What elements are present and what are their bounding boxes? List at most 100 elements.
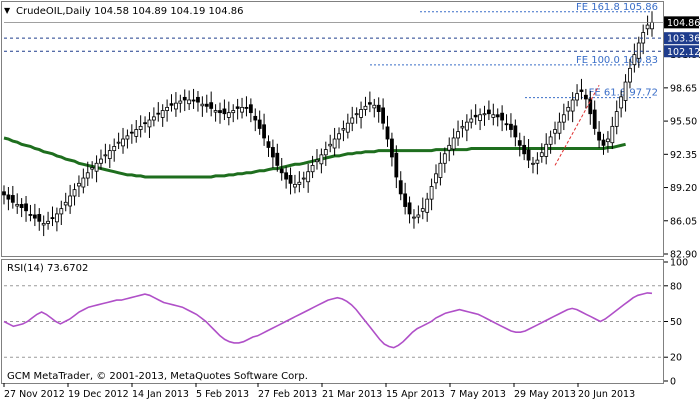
- candle: [90, 161, 95, 179]
- candle: [645, 15, 650, 36]
- candle: [160, 104, 165, 127]
- fibonacci-levels: FE 161.8 105.86 FE 100.0 100.83 FE 61.8 97…: [370, 2, 658, 99]
- candle: [398, 171, 403, 201]
- time-axis-labels: 27 Nov 2012 19 Dec 2012 14 Jan 2013 5 Feb 2…: [3, 383, 635, 400]
- candle: [244, 96, 249, 117]
- candle: [535, 152, 540, 175]
- candle: [24, 195, 28, 222]
- candle: [306, 163, 311, 193]
- candle: [579, 78, 584, 100]
- candle: [46, 211, 50, 230]
- candle: [169, 94, 174, 112]
- candle: [174, 92, 178, 117]
- candle: [182, 89, 187, 112]
- price-axis-label: 95.50: [670, 117, 697, 128]
- candle: [420, 197, 425, 220]
- candle: [107, 144, 112, 169]
- candle: [623, 74, 628, 112]
- candle: [597, 121, 602, 148]
- candle: [147, 112, 152, 138]
- candle: [288, 167, 293, 195]
- candle: [478, 108, 482, 131]
- symbol-dropdown-arrow[interactable]: ▼: [4, 6, 11, 15]
- candle: [191, 88, 196, 109]
- price-tag-label: 103.36: [667, 34, 700, 45]
- price-axis-label: 98.65: [670, 83, 697, 94]
- rsi-level-lines: [4, 285, 662, 358]
- candle: [522, 135, 527, 161]
- current-price-label: 104.86: [667, 18, 700, 29]
- candle: [226, 101, 231, 126]
- candle: [165, 99, 170, 122]
- candle: [500, 105, 505, 132]
- price-tag-label: 102.12: [667, 47, 700, 58]
- candle: [372, 98, 377, 118]
- time-axis-label: 14 Jan 2013: [132, 389, 189, 400]
- candle: [332, 127, 337, 156]
- price-tag-box: [664, 32, 699, 45]
- rsi-label: RSI(14) 73.6702: [7, 263, 88, 274]
- candle: [319, 148, 324, 174]
- candle: [151, 107, 156, 127]
- price-axis-label: 82.90: [670, 250, 697, 261]
- candle: [350, 106, 355, 132]
- candle: [381, 98, 386, 130]
- candle: [178, 94, 183, 113]
- candle: [129, 124, 134, 144]
- candle: [636, 36, 641, 68]
- candle: [632, 43, 637, 73]
- candle: [544, 133, 549, 165]
- candle: [156, 102, 161, 122]
- candle: [103, 143, 108, 164]
- rsi-axis-label: 20: [670, 353, 682, 364]
- candle: [19, 198, 24, 218]
- trend-line-group: [554, 84, 600, 166]
- candle: [416, 205, 421, 224]
- candle: [266, 135, 271, 157]
- candle: [509, 113, 513, 138]
- candle: [200, 96, 205, 117]
- time-axis-label: 21 Mar 2013: [322, 389, 382, 400]
- candle: [112, 138, 117, 162]
- candle: [235, 98, 240, 120]
- candle: [99, 149, 103, 170]
- candle: [116, 132, 121, 150]
- candle: [464, 114, 469, 142]
- candle: [187, 90, 192, 111]
- candle: [451, 128, 456, 156]
- footer-copyright: GCM MetaTrader, © 2001-2013, MetaQuotes …: [7, 371, 308, 382]
- candle: [486, 100, 491, 121]
- candle: [376, 97, 381, 123]
- rsi-axis-labels: 100 80 50 20 0: [664, 258, 688, 388]
- candle: [143, 116, 147, 133]
- candle: [262, 113, 266, 146]
- time-axis-label: 7 May 2013: [450, 389, 506, 400]
- candle: [447, 137, 452, 162]
- candle: [310, 155, 315, 179]
- fibonacci-level-label: FE 161.8 105.86: [576, 2, 658, 13]
- candle: [610, 116, 615, 150]
- candle: [425, 192, 430, 222]
- fibonacci-level-label: FE 100.0 100.83: [576, 55, 658, 66]
- candle: [583, 88, 588, 109]
- candle: [570, 92, 575, 123]
- candle: [138, 115, 143, 138]
- candle: [614, 100, 619, 135]
- candle: [222, 99, 227, 121]
- rsi-line-group: [3, 292, 653, 349]
- candle: [240, 97, 244, 119]
- candle: [442, 147, 447, 173]
- candle: [293, 174, 297, 194]
- candle: [213, 104, 218, 122]
- candle: [460, 120, 465, 138]
- trend-line: [554, 84, 600, 166]
- price-panel-frame: [1, 1, 664, 257]
- rsi-axis-label: 0: [670, 377, 676, 388]
- current-price-box: [664, 16, 699, 29]
- candle: [482, 105, 487, 126]
- candle: [77, 175, 81, 198]
- candle: [248, 98, 253, 123]
- candle: [407, 196, 412, 224]
- price-axis-label: 86.05: [670, 216, 697, 227]
